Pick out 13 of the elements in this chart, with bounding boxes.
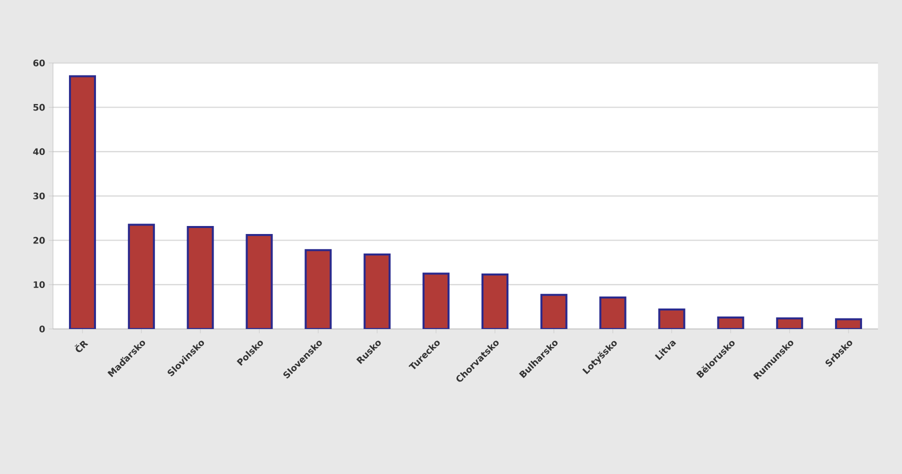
y-tick-label: 50 — [33, 104, 45, 111]
bar — [304, 249, 332, 329]
y-tick-label: 40 — [33, 148, 45, 156]
y-tick-label: 10 — [34, 281, 45, 288]
bar — [186, 226, 214, 329]
y-tick-label: 20 — [33, 236, 45, 244]
y-tick-label: 30 — [33, 192, 45, 200]
y-tick-label: 0 — [39, 326, 45, 332]
bar — [68, 75, 96, 329]
y-tick-label: 60 — [33, 60, 45, 66]
x-tick-label: ČR — [74, 340, 88, 352]
bar — [364, 254, 391, 329]
bar — [128, 224, 155, 329]
